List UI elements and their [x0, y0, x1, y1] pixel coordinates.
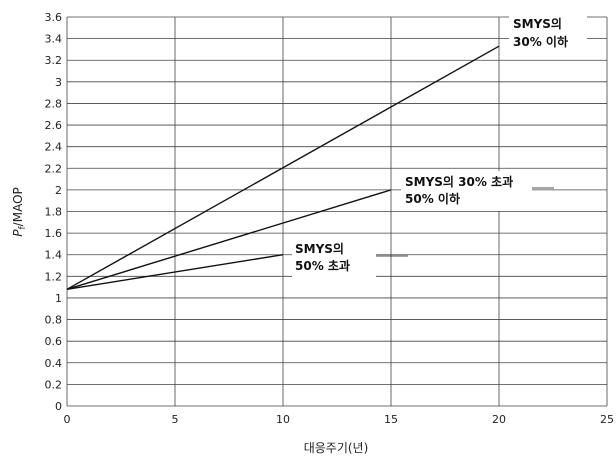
y-tick-label: 0.2 — [45, 378, 63, 391]
x-axis-label: 대응주기(년) — [304, 441, 369, 455]
x-tick-label: 5 — [172, 413, 179, 426]
annotation-bg-3 — [292, 237, 376, 277]
y-tick-label: 3 — [55, 76, 62, 89]
y-tick-label: 0.8 — [45, 314, 63, 327]
series-line-1 — [66, 45, 500, 290]
y-tick-label: 2.6 — [45, 119, 63, 132]
y-tick-label: 1.2 — [45, 270, 63, 283]
annotation-series-2-line-2: 50% 이하 — [405, 191, 460, 206]
annotation-bg-2 — [401, 171, 532, 211]
y-tick-label: 0 — [55, 400, 62, 413]
annotation-series-3-line-2: 50% 초과 — [295, 258, 350, 273]
y-axis-label-main: P — [11, 229, 25, 237]
y-tick-label: 1 — [55, 292, 62, 305]
y-tick-label: 1.8 — [45, 206, 63, 219]
annotation-series-1-line-2: 30% 이하 — [513, 34, 568, 49]
y-tick-label: 0.4 — [45, 357, 63, 370]
annotation-bg-1 — [509, 13, 587, 53]
y-tick-label: 2.4 — [45, 141, 63, 154]
annotation-series-1-line-1: SMYS의 — [513, 16, 562, 31]
y-tick-label: 0.6 — [45, 335, 63, 348]
x-tick-label: 10 — [276, 413, 290, 426]
x-tick-label: 15 — [384, 413, 398, 426]
x-tick-label: 25 — [600, 413, 614, 426]
y-tick-label: 3.6 — [45, 11, 63, 24]
y-axis-label-rest: /MAOP — [11, 187, 25, 226]
series-line-3 — [66, 254, 284, 290]
series-lines — [66, 45, 500, 290]
y-tick-label: 1.6 — [45, 227, 63, 240]
annotation-series-3-line-1: SMYS의 — [295, 241, 344, 256]
x-tick-label: 0 — [64, 413, 71, 426]
annotation-series-2-line-1: SMYS의 30% 초과 — [405, 174, 513, 189]
y-tick-label: 2.2 — [45, 162, 63, 175]
x-tick-labels: 0 5 10 15 20 25 — [64, 413, 615, 426]
y-tick-labels: 0 0.2 0.4 0.6 0.8 1 1.2 1.4 1.6 1.8 2 2.2 2.4 2.6 2.8 3… — [45, 11, 63, 413]
grid — [66, 16, 608, 407]
y-tick-label: 3.4 — [45, 33, 63, 46]
y-tick-label: 2 — [55, 184, 62, 197]
y-axis-label: Pf/MAOP — [11, 187, 28, 237]
y-tick-label: 3.2 — [45, 54, 63, 67]
y-axis-label-sub: f — [18, 226, 28, 230]
series-line-2 — [66, 189, 392, 290]
y-tick-label: 1.4 — [45, 249, 63, 262]
x-tick-label: 20 — [492, 413, 506, 426]
y-tick-label: 2.8 — [45, 97, 63, 110]
